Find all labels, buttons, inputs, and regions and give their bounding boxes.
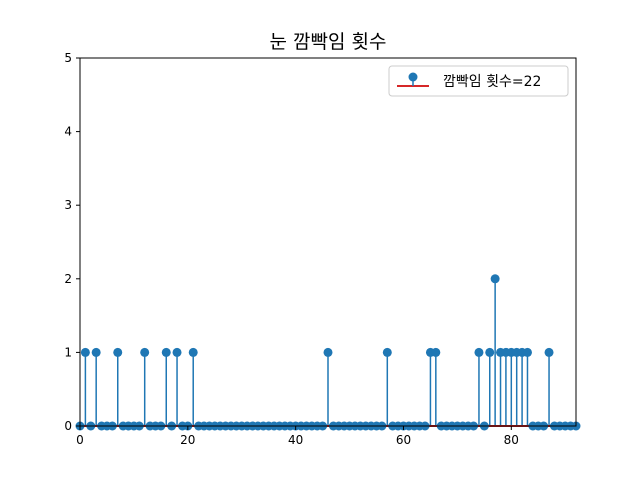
stem-marker	[474, 347, 484, 357]
stem-marker	[188, 347, 198, 357]
stem-marker	[80, 347, 90, 357]
stem-marker	[140, 347, 150, 357]
y-tick-label: 4	[64, 125, 72, 139]
legend-marker-swatch	[408, 72, 418, 82]
x-tick-label: 40	[288, 433, 303, 447]
y-tick-label: 0	[64, 419, 72, 433]
stem-marker	[382, 347, 392, 357]
stem-marker	[431, 347, 441, 357]
chart-title: 눈 깜빡임 횟수	[270, 31, 387, 53]
axes-frame	[79, 57, 577, 427]
stem-marker	[91, 347, 101, 357]
stem-marker	[490, 274, 500, 284]
stem-marker	[161, 347, 171, 357]
x-tick-label: 20	[180, 433, 195, 447]
legend-box	[388, 65, 569, 97]
plot-area: 0 20 40 60 80 0 1 2 3 4 5	[64, 51, 581, 447]
y-tick-label: 3	[64, 198, 72, 212]
y-tick-label: 5	[64, 51, 72, 65]
stem-marker	[485, 347, 495, 357]
stem-marker	[113, 347, 123, 357]
x-tick-label: 60	[396, 433, 411, 447]
stem-marker	[544, 347, 554, 357]
x-tick-label: 0	[76, 433, 84, 447]
legend: 깜빡임 횟수=22	[388, 65, 569, 97]
stem-marker	[172, 347, 182, 357]
y-tick-label: 1	[64, 345, 72, 359]
stem-marker	[522, 347, 532, 357]
x-tick-label: 80	[504, 433, 519, 447]
stem-marker	[323, 347, 333, 357]
legend-label: 깜빡임 횟수=22	[443, 74, 541, 90]
y-tick-label: 2	[64, 272, 72, 286]
